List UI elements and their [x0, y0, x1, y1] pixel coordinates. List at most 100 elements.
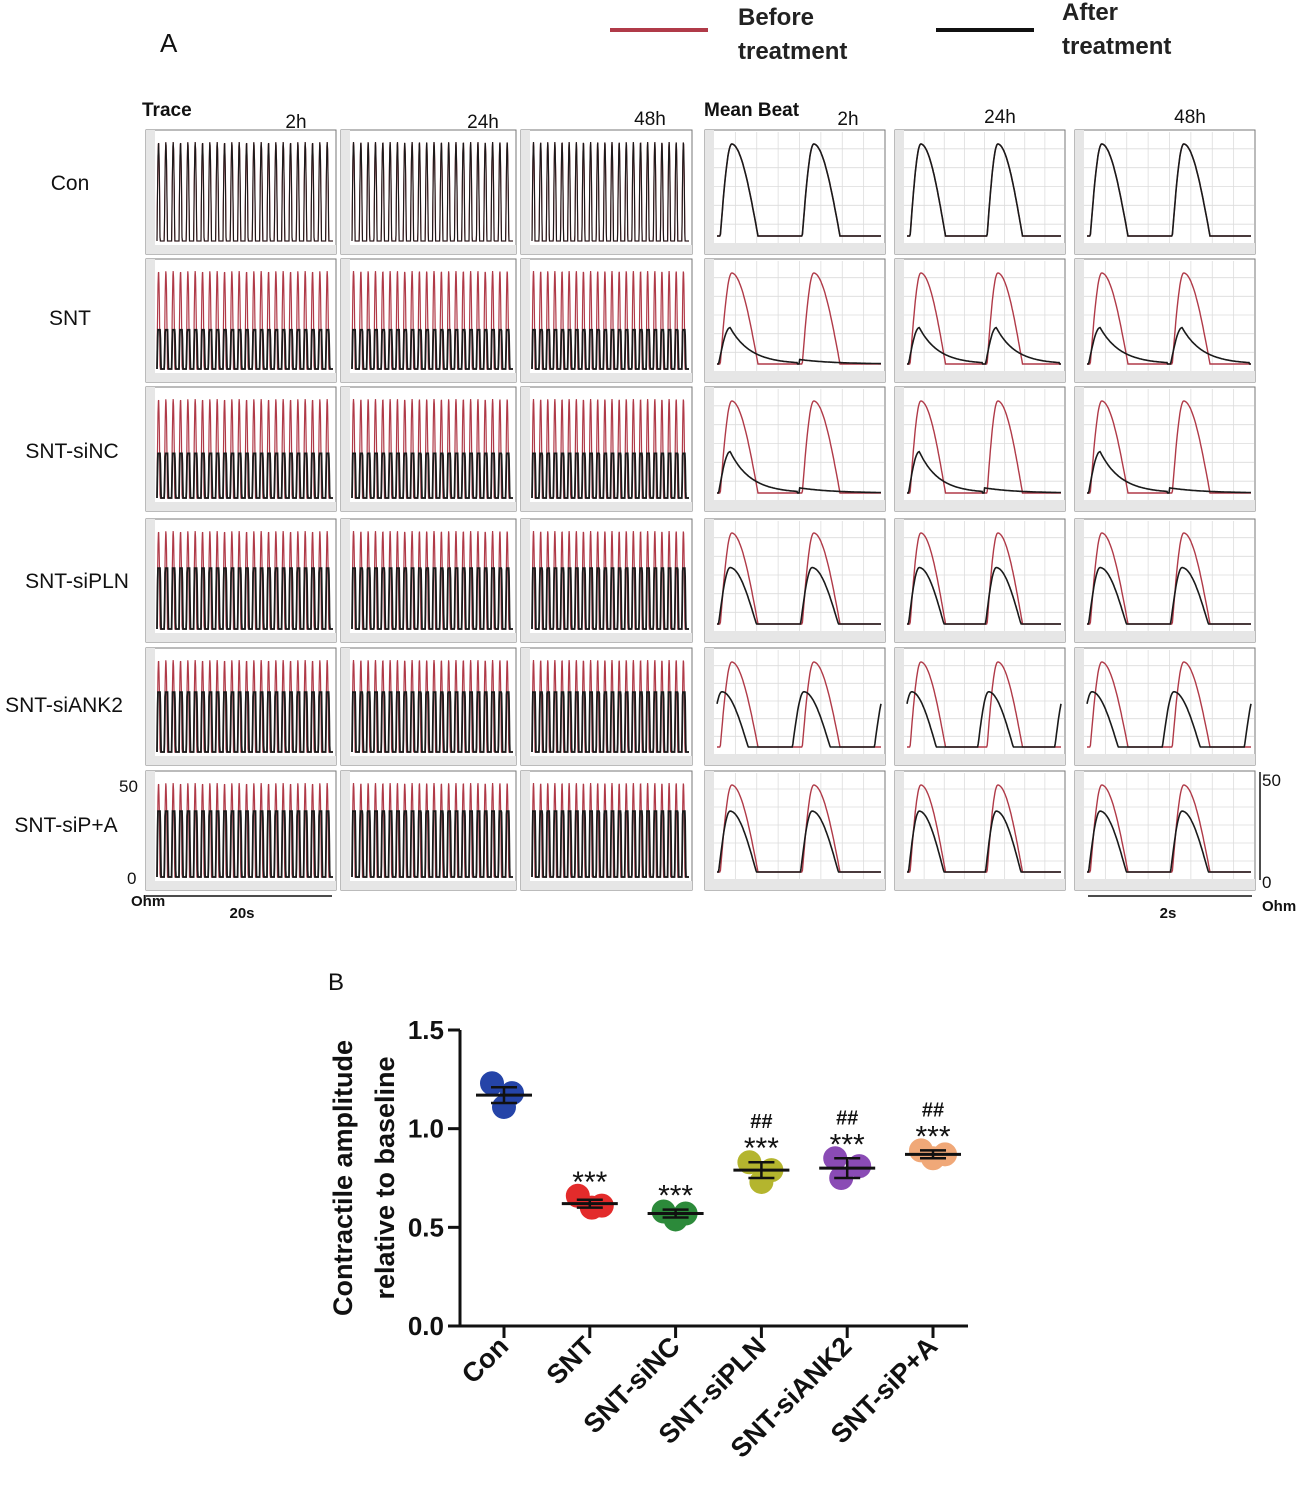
trace-after-line — [156, 810, 333, 878]
trace-axis-strip — [521, 633, 692, 642]
trace-axis-strip — [521, 881, 692, 890]
right-scale-max: 50 — [1262, 771, 1281, 790]
trace-axis-strip — [521, 502, 692, 511]
trace-axis-strip — [521, 387, 530, 511]
mean-axis-strip — [895, 500, 1065, 511]
trace-time-24h: 24h — [467, 112, 499, 133]
mean-after-line — [1087, 810, 1251, 873]
trace-time-48h: 48h — [634, 109, 666, 130]
mean-frame — [894, 258, 1066, 383]
mean-axis-strip — [895, 130, 904, 254]
row-label-con: Con — [51, 172, 90, 195]
mean-after-line — [1087, 450, 1251, 494]
trace-after-line — [531, 328, 689, 370]
y-axis-title: Contractile amplitude relative to baseli… — [328, 1040, 400, 1316]
mean-axis-strip — [1075, 519, 1084, 642]
trace-axis-strip — [146, 502, 336, 511]
trace-axis-strip — [341, 633, 516, 642]
mean-axis-strip — [1075, 243, 1255, 254]
row-label-snt-siank2: SNT-siANK2 — [5, 694, 123, 717]
mean-after-line — [907, 566, 1061, 625]
mean-axis-strip — [705, 519, 714, 642]
trace-title: Trace — [142, 100, 192, 121]
mean-axis-strip — [895, 387, 904, 511]
trace-after-line — [351, 141, 513, 242]
mean-axis-strip — [895, 771, 904, 890]
mean-axis-strip — [895, 371, 1065, 382]
mean-after-line — [717, 326, 881, 365]
trace-axis-strip — [341, 756, 516, 765]
row-label-snt: SNT — [49, 307, 91, 330]
significance-stars: *** — [744, 1132, 779, 1165]
trace-axis-strip — [521, 373, 692, 382]
mean-after-line — [717, 143, 881, 237]
significance-hash: ## — [750, 1111, 772, 1133]
trace-axis-strip — [146, 519, 155, 642]
trace-axis-strip — [521, 756, 692, 765]
trace-axis-strip — [146, 756, 336, 765]
right-scale-unit: Ohm — [1262, 898, 1296, 915]
row-label-snt-siplN: SNT-siPLN — [25, 570, 129, 593]
mean-axis-strip — [705, 754, 885, 765]
mean-axis-strip — [895, 631, 1065, 642]
mean-axis-strip — [705, 879, 885, 890]
mean-axis-strip — [705, 259, 714, 382]
trace-after-line — [351, 567, 513, 630]
trace-after-line — [156, 452, 333, 499]
y-tick-label: 0.0 — [408, 1311, 444, 1341]
trace-after-line — [531, 691, 689, 753]
trace-after-line — [531, 567, 689, 630]
y-tick-label: 1.0 — [408, 1114, 444, 1144]
trace-axis-strip — [341, 881, 516, 890]
data-point — [480, 1071, 504, 1096]
trace-axis-strip — [146, 245, 336, 254]
trace-axis-strip — [341, 648, 350, 765]
mean-axis-strip — [1075, 130, 1084, 254]
y-axis-title-line1: Contractile amplitude — [328, 1040, 358, 1316]
significance-stars: *** — [658, 1180, 693, 1213]
trace-after-line — [156, 142, 333, 242]
recording-panels — [145, 129, 1256, 891]
row-label-snt-sinc: SNT-siNC — [25, 440, 118, 463]
trace-after-line — [351, 452, 513, 499]
trace-after-line — [531, 141, 689, 242]
mean-axis-strip — [1075, 500, 1255, 511]
mean-axis-strip — [705, 130, 714, 254]
mean-axis-strip — [1075, 371, 1255, 382]
mean-time-2h: 2h — [837, 109, 858, 130]
mean-after-line — [1086, 691, 1252, 748]
trace-axis-strip — [146, 881, 336, 890]
trace-axis-strip — [521, 519, 530, 642]
mean-axis-strip — [705, 631, 885, 642]
mean-after-line — [717, 566, 881, 625]
mean-axis-strip — [1075, 879, 1255, 890]
mean-axis-strip — [895, 519, 904, 642]
trace-axis-strip — [521, 130, 530, 254]
legend-after-label-line2: treatment — [1062, 33, 1171, 60]
mean-frame — [894, 518, 1066, 643]
trace-axis-strip — [146, 387, 155, 511]
mean-after-line — [1087, 326, 1251, 365]
y-axis-title-line2: relative to baseline — [370, 1056, 400, 1299]
mean-after-line — [907, 450, 1061, 494]
mean-axis-strip — [705, 648, 714, 765]
panel-a-label: A — [160, 28, 178, 58]
mean-axis-strip — [1075, 754, 1255, 765]
legend-after-label-line1: After — [1062, 0, 1118, 26]
mean-axis-strip — [1075, 259, 1084, 382]
y-tick-label: 0.5 — [408, 1212, 444, 1242]
panel-b-label: B — [328, 969, 344, 996]
trace-axis-strip — [146, 648, 155, 765]
mean-axis-strip — [895, 879, 1065, 890]
mean-axis-strip — [895, 243, 1065, 254]
trace-axis-strip — [341, 373, 516, 382]
mean-after-line — [907, 326, 1061, 365]
mean-axis-strip — [1075, 771, 1084, 890]
trace-after-line — [351, 691, 513, 753]
trace-axis-strip — [146, 633, 336, 642]
mean-axis-strip — [895, 259, 904, 382]
mean-after-line — [1087, 143, 1251, 237]
mean-axis-strip — [1075, 387, 1084, 511]
mean-time-24h: 24h — [984, 107, 1016, 128]
